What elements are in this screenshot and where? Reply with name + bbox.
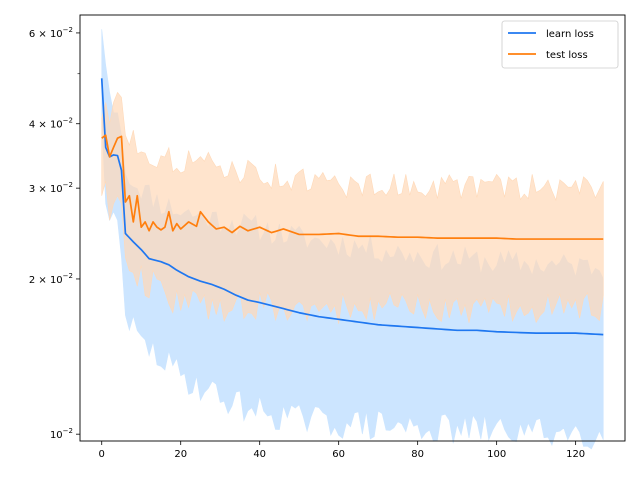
- band-test-loss: [101, 91, 604, 324]
- y-tick-label: 4 × 10−2: [29, 117, 73, 131]
- legend-label-test-loss: test loss: [546, 50, 588, 61]
- x-tick-label: 120: [566, 449, 585, 460]
- y-axis: 10−2 2 × 10−2 3 × 10−2 4 × 10−2 6 × 10−2: [29, 26, 80, 441]
- x-tick-label: 60: [332, 449, 345, 460]
- x-axis: 0 20 40 60 80 100 120: [99, 441, 585, 460]
- legend: learn loss test loss: [501, 20, 619, 69]
- confidence-bands: [101, 29, 604, 450]
- y-tick-label: 3 × 10−2: [29, 181, 73, 195]
- series-lines: [100, 78, 604, 336]
- x-tick-label: 20: [174, 449, 187, 460]
- line-test-loss: [101, 134, 604, 240]
- legend-label-learn-loss: learn loss: [546, 29, 594, 40]
- x-tick-label: 0: [99, 449, 105, 460]
- x-tick-label: 100: [487, 449, 506, 460]
- y-tick-label: 2 × 10−2: [29, 272, 73, 286]
- y-tick-label: 10−2: [50, 427, 73, 441]
- x-tick-label: 40: [253, 449, 266, 460]
- line-learn-loss: [100, 78, 604, 336]
- y-tick-label: 6 × 10−2: [29, 26, 73, 40]
- x-tick-label: 80: [411, 449, 424, 460]
- plot-frame: [79, 14, 626, 442]
